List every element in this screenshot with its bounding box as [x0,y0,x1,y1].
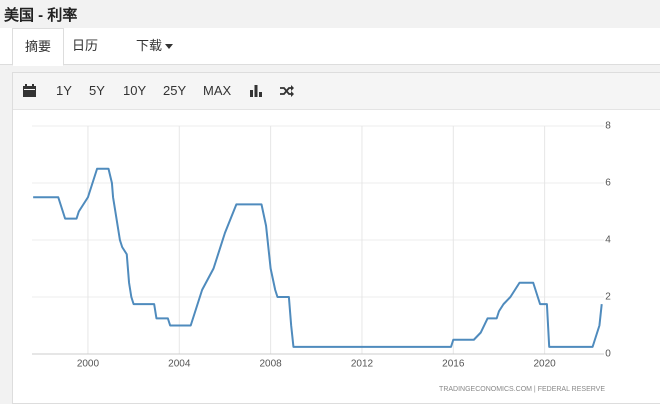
y-tick-label: 8 [605,121,611,132]
x-tick-label: 2008 [259,359,282,370]
x-tick-label: 2004 [168,359,191,370]
x-tick-label: 2000 [77,359,100,370]
x-tick-label: 2020 [534,359,557,370]
dropdown-caret [165,44,173,49]
tab[interactable]: 摘要 [12,28,65,66]
y-tick-label: 2 [605,292,611,303]
y-tick-label: 6 [605,178,611,189]
y-tick-label: 0 [605,349,611,360]
shuffle-icon[interactable] [280,85,294,97]
calendar-icon[interactable] [23,84,36,97]
range-button[interactable]: MAX [203,83,232,98]
range-button[interactable]: 10Y [123,83,147,98]
tab[interactable]: 下载 [136,38,163,53]
x-tick-label: 2016 [442,359,465,370]
data-line [33,167,603,348]
tab-bar: 摘要 日历 下载 [0,28,660,66]
header: 美国 - 利率 [0,0,660,28]
range-button[interactable]: 1Y [56,83,72,98]
y-tick-label: 4 [605,235,611,246]
x-tick-label: 2012 [351,359,374,370]
range-button[interactable]: 5Y [89,83,105,98]
range-button[interactable]: 25Y [163,83,187,98]
page-title: 美国 - 利率 [4,7,78,24]
tab[interactable]: 日历 [72,38,99,53]
toolbar: 1Y 5Y 10Y 25Y MAX [13,73,660,110]
source-note: TRADINGECONOMICS.COM | FEDERAL RESERVE [439,386,605,393]
bar-chart-icon[interactable] [250,85,262,97]
